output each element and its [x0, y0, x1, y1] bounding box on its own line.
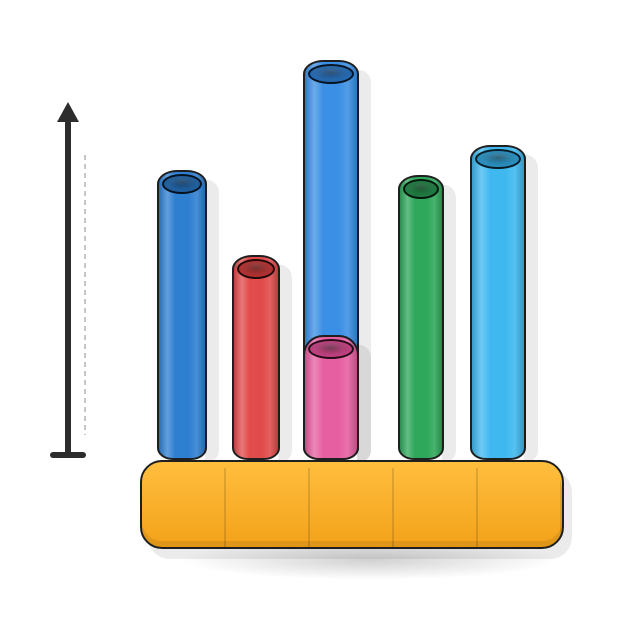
y-axis-ticks [84, 155, 86, 435]
bar-1 [157, 170, 207, 460]
y-axis-line [65, 120, 71, 455]
bar-4 [303, 335, 359, 460]
bar-2 [232, 255, 280, 460]
bar-6 [470, 145, 526, 460]
bar-5 [398, 175, 444, 460]
chart-platform [140, 460, 564, 549]
y-axis-base-tick [50, 452, 86, 458]
chart-canvas [0, 0, 626, 626]
